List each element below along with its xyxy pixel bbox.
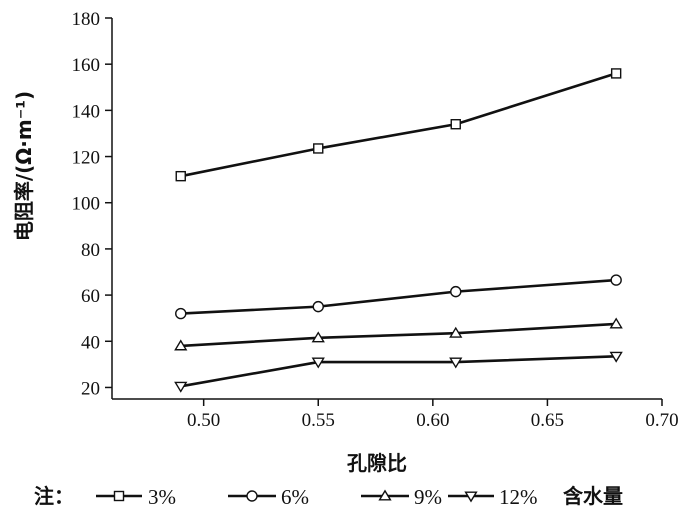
series-lines <box>174 68 623 393</box>
legend-entry-12pct: 12% <box>448 485 538 509</box>
y-tick-label: 80 <box>81 240 100 261</box>
legend-marker <box>378 489 392 501</box>
x-tick-label: 0.65 <box>531 410 564 431</box>
data-point <box>610 68 622 79</box>
x-tick-label: 0.60 <box>416 410 449 431</box>
data-point <box>174 339 188 351</box>
series-3pct <box>175 68 622 182</box>
data-point <box>609 317 623 329</box>
data-point <box>449 357 463 369</box>
legend-prefix: 注： <box>34 484 74 508</box>
x-tick-label: 0.50 <box>187 410 220 431</box>
data-point <box>175 307 187 320</box>
y-tick-label: 140 <box>72 101 101 122</box>
y-tick-label: 20 <box>81 378 100 399</box>
series-line <box>180 322 617 348</box>
data-point <box>174 381 188 393</box>
series-line <box>180 72 617 178</box>
legend-entry-6pct: 6% <box>228 485 309 509</box>
x-axis-label: 孔隙比 <box>347 451 407 475</box>
axes: 20 40 60 80 100 120 140 160 180 0.50 0.55 0.60 0.65 0… <box>72 9 679 431</box>
series-line <box>180 354 617 388</box>
legend-marker <box>113 490 125 502</box>
legend-suffix: 含水量 <box>563 484 623 508</box>
x-tick-label: 0.55 <box>302 410 335 431</box>
axis-labels: 孔隙比 电阻率/(Ω·m⁻¹) <box>12 91 407 475</box>
legend-marker <box>246 490 258 502</box>
legend-label: 9% <box>414 485 442 509</box>
data-point <box>311 357 325 369</box>
series-line <box>180 278 617 315</box>
data-point <box>311 331 325 343</box>
data-point <box>175 170 186 182</box>
data-point <box>610 274 622 286</box>
y-tick-label: 160 <box>72 55 101 76</box>
y-tick-label: 180 <box>72 9 101 30</box>
legend-entry-9pct: 9% <box>361 485 442 509</box>
series-12pct <box>174 351 623 393</box>
y-tick-label: 120 <box>72 148 101 169</box>
y-tick-label: 40 <box>81 332 100 353</box>
x-tick-label: 0.70 <box>645 410 678 431</box>
series-6pct <box>175 274 622 320</box>
y-tick-label: 60 <box>81 286 100 307</box>
y-axis-label: 电阻率/(Ω·m⁻¹) <box>12 91 36 241</box>
data-point <box>450 285 462 298</box>
data-point <box>450 119 461 130</box>
y-tick-label: 100 <box>72 194 101 215</box>
data-point <box>609 351 623 363</box>
series-9pct <box>174 317 623 351</box>
legend-marker <box>464 491 478 503</box>
legend-label: 6% <box>281 485 309 509</box>
legend-label: 12% <box>499 485 538 509</box>
data-point <box>313 143 324 154</box>
data-point <box>449 326 463 338</box>
legend-label: 3% <box>148 485 176 509</box>
legend-entry-3pct: 3% <box>96 485 176 509</box>
data-point <box>312 300 324 313</box>
legend: 注： 含水量 3% 6% 9% 12% <box>34 484 623 509</box>
